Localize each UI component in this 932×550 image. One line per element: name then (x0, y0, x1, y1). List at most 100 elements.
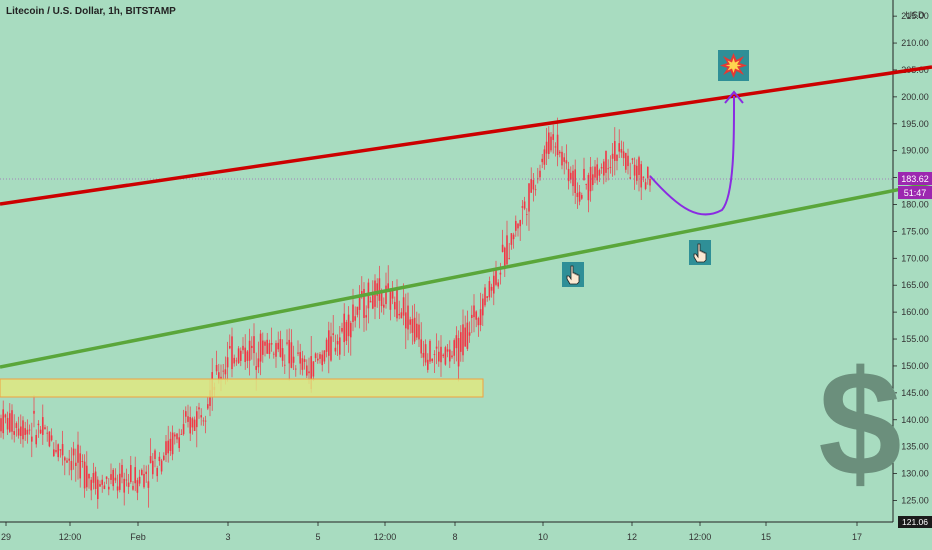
candle-body (180, 433, 183, 435)
candle-body (532, 179, 535, 190)
candle-body (191, 418, 194, 428)
candle-body (358, 296, 361, 310)
candle-body (515, 220, 517, 231)
price-axis-panel[interactable] (893, 0, 932, 550)
countdown-badge-value: 51:47 (904, 188, 927, 198)
candle-body (281, 348, 284, 361)
candle-body (114, 477, 117, 481)
candle-body (394, 301, 396, 310)
candle-body (354, 316, 356, 321)
candle-body (616, 154, 618, 161)
candle-body (501, 244, 504, 252)
candle-body (519, 220, 521, 227)
candle-body (11, 410, 13, 432)
candle-body (22, 420, 24, 440)
candle-body (585, 183, 587, 185)
candle-body (444, 347, 447, 365)
candle-body (400, 312, 403, 319)
candle-body (490, 286, 493, 291)
candle-body (482, 298, 484, 316)
candle-body (416, 323, 418, 338)
candle-body (37, 423, 40, 426)
candle-body (629, 177, 631, 179)
price-tick-label: 200.00 (901, 92, 929, 102)
candle-body (105, 476, 108, 479)
candle-body (57, 444, 59, 458)
candle-body (292, 356, 295, 363)
candle-body (28, 429, 31, 431)
candle-body (46, 432, 48, 434)
candle-body (123, 478, 125, 493)
candle-body (422, 352, 425, 358)
corner-label: 121.06 (902, 517, 928, 527)
candle-body (248, 340, 251, 361)
candle-body (61, 444, 64, 456)
candle-body (321, 354, 323, 366)
candle-body (53, 449, 55, 457)
resistance-trendline[interactable] (0, 65, 932, 206)
candle-body (587, 174, 590, 201)
candle-body (530, 179, 532, 193)
candle-body (143, 473, 145, 488)
candle-body (15, 423, 18, 428)
candle-body (167, 440, 169, 454)
candle-body (581, 195, 583, 199)
candle-body (295, 368, 297, 370)
projection-curve[interactable] (649, 95, 736, 216)
candle-body (429, 340, 431, 362)
price-badge[interactable]: 183.62 51:47 (898, 172, 932, 199)
price-tick-label: 190.00 (901, 146, 929, 156)
candle-body (614, 141, 616, 161)
candle-body (240, 350, 242, 361)
candle-body (77, 444, 79, 463)
candle-body (24, 428, 26, 435)
candle-body (493, 275, 495, 294)
candle-body (171, 432, 174, 455)
candle-body (453, 340, 455, 356)
candle-body (464, 327, 466, 347)
currency-label: USD (905, 10, 925, 20)
candle-body (567, 168, 570, 182)
candle-body (257, 358, 260, 368)
candle-body (50, 435, 53, 441)
candle-body (266, 339, 268, 354)
candle-body (2, 409, 4, 434)
pointing-hand-icon[interactable] (562, 262, 584, 287)
price-tick-label: 140.00 (901, 415, 929, 425)
candle-body (427, 359, 429, 370)
candle-body (440, 346, 442, 363)
candle-body (627, 155, 629, 167)
candle-body (81, 461, 84, 462)
support-trendline[interactable] (0, 181, 932, 369)
time-tick-label: 8 (452, 532, 457, 542)
price-tick-label: 175.00 (901, 226, 929, 236)
candle-body (391, 288, 394, 299)
candle-body (620, 149, 623, 153)
candle-body (510, 233, 513, 245)
candle-body (457, 338, 460, 367)
pointing-hand-icon[interactable] (689, 240, 711, 265)
candle-body (506, 235, 508, 265)
candle-body (215, 365, 218, 372)
candle-body (405, 312, 407, 329)
candle-body (460, 332, 462, 352)
candle-body (88, 473, 90, 479)
time-tick-label: 12:00 (59, 532, 82, 542)
candle-body (178, 437, 180, 449)
candle-body (196, 411, 198, 428)
candle-body (209, 390, 211, 406)
candle-body (398, 313, 400, 316)
candle-body (413, 317, 416, 342)
candle-body (442, 354, 444, 357)
candle-body (633, 164, 636, 176)
candle-body (347, 314, 350, 337)
candle-body (187, 416, 189, 422)
candle-body (356, 306, 359, 315)
candle-body (468, 332, 471, 336)
candle-body (182, 424, 185, 435)
candle-body (174, 434, 176, 437)
support-zone[interactable] (0, 378, 484, 398)
collision-icon[interactable] (718, 50, 749, 81)
candle-body (548, 132, 550, 154)
